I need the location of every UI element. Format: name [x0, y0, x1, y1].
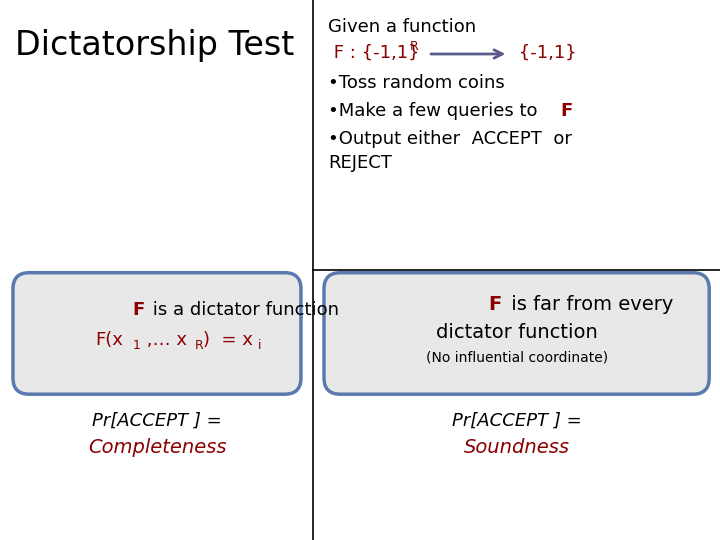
Text: F(x: F(x [95, 330, 123, 349]
Text: F: F [488, 295, 502, 314]
Text: R: R [195, 339, 204, 352]
Text: )  = x: ) = x [203, 330, 253, 349]
FancyBboxPatch shape [13, 273, 301, 394]
Text: •Make a few queries to: •Make a few queries to [328, 102, 544, 120]
Text: is far from every: is far from every [505, 295, 673, 314]
Text: 1: 1 [133, 339, 141, 352]
Text: i: i [258, 339, 261, 352]
Text: Pr[ACCEPT ] =: Pr[ACCEPT ] = [451, 412, 582, 430]
Text: •Toss random coins: •Toss random coins [328, 74, 505, 92]
Text: dictator function: dictator function [436, 323, 598, 342]
Text: •Output either  ACCEPT  or: •Output either ACCEPT or [328, 130, 572, 148]
Text: REJECT: REJECT [328, 154, 392, 172]
Text: Pr[ACCEPT ] =: Pr[ACCEPT ] = [92, 412, 222, 430]
Text: Soundness: Soundness [464, 438, 570, 457]
Text: F: F [132, 301, 145, 319]
Text: Dictatorship Test: Dictatorship Test [15, 29, 294, 62]
Text: Given a function: Given a function [328, 18, 477, 36]
Text: is a dictator function: is a dictator function [147, 301, 339, 319]
Text: Completeness: Completeness [88, 438, 226, 457]
Text: (No influential coordinate): (No influential coordinate) [426, 350, 608, 365]
Text: F : {-1,1}: F : {-1,1} [328, 44, 420, 62]
Text: F: F [560, 102, 572, 120]
Text: {-1,1}: {-1,1} [513, 44, 577, 62]
Text: ,… x: ,… x [141, 330, 187, 349]
FancyBboxPatch shape [324, 273, 709, 394]
Text: R: R [410, 40, 419, 53]
